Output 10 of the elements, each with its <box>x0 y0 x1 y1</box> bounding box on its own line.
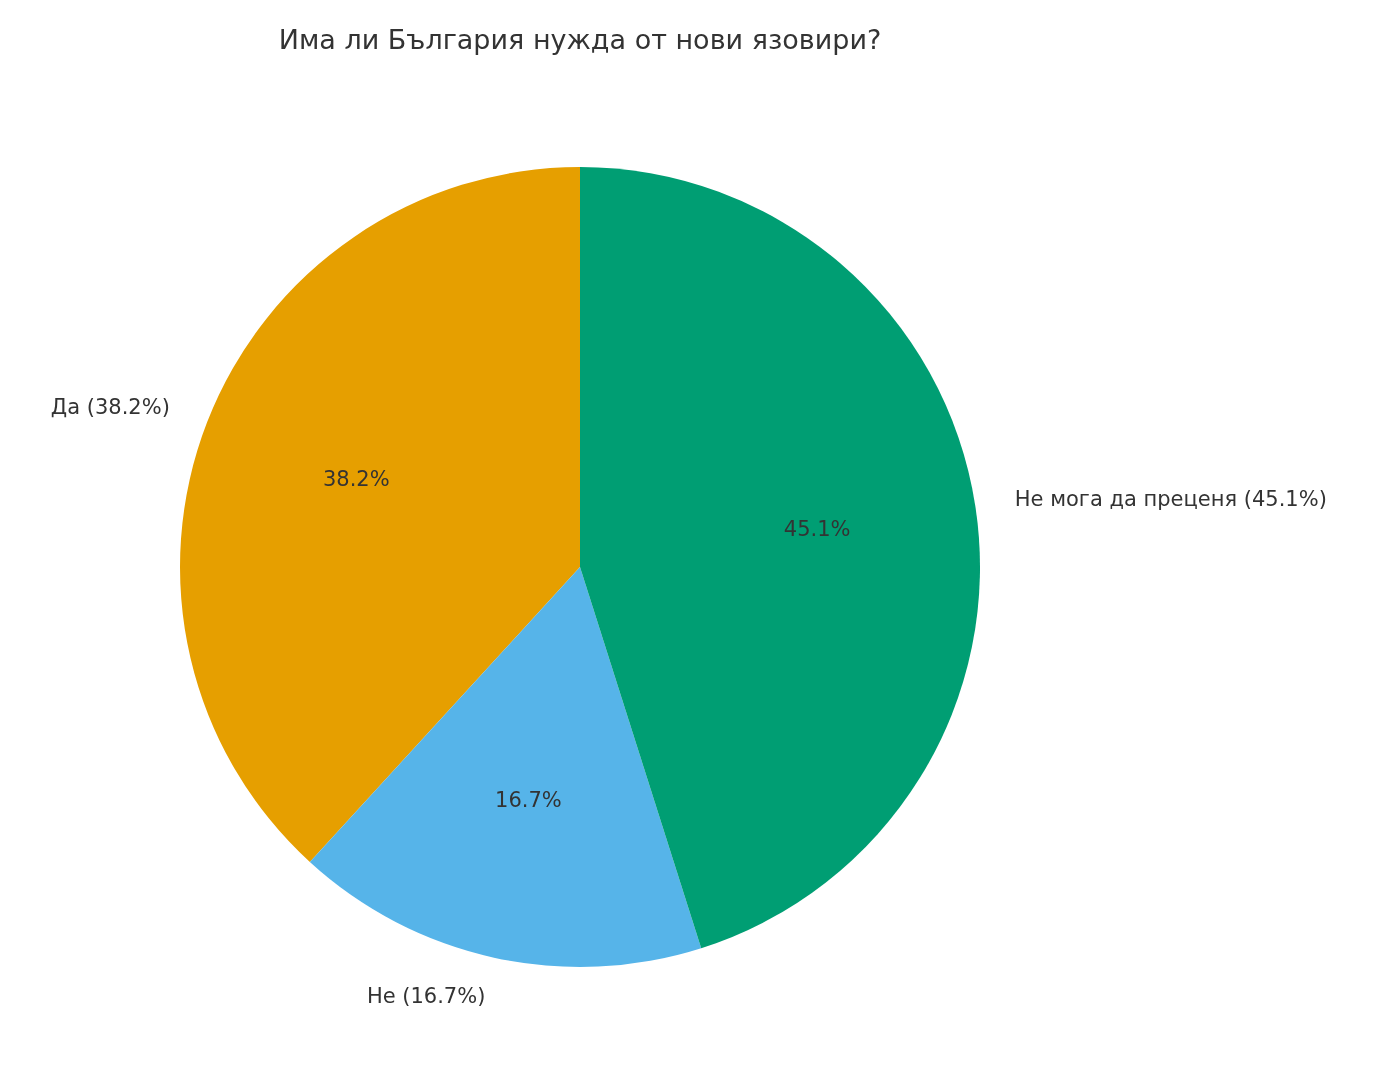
slice-label: Не мога да преценя (45.1%) <box>1014 486 1327 511</box>
data-label: 45.1% <box>783 517 851 542</box>
slice-label: Не (16.7%) <box>366 983 486 1008</box>
chart-title: Има ли България нужда от нови язовири? <box>278 23 882 55</box>
slice-label: Да (38.2%) <box>50 394 170 419</box>
data-label: 16.7% <box>495 788 562 813</box>
data-label: 38.2% <box>322 467 390 492</box>
pie-slice <box>309 567 702 967</box>
pie-slice <box>180 167 580 863</box>
pie-slice <box>580 167 980 949</box>
